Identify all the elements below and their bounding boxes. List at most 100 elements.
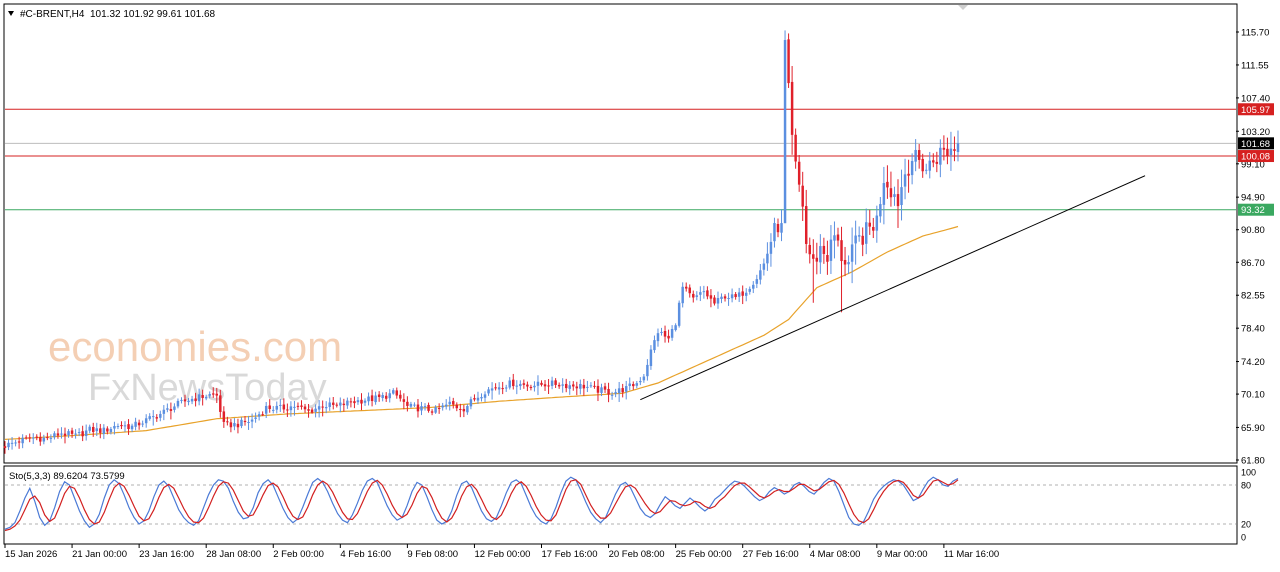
candle [709, 289, 713, 308]
candle [949, 131, 953, 171]
candle [416, 399, 420, 418]
candle [593, 381, 596, 389]
candle-body [395, 390, 399, 396]
candle-body [572, 384, 575, 387]
stoch-series-1 [4, 479, 959, 532]
candle-body [95, 428, 99, 432]
candle-body [642, 376, 646, 381]
candle [28, 433, 31, 443]
candle [10, 437, 14, 450]
candle-body [804, 206, 808, 244]
shift-marker-icon[interactable] [958, 5, 968, 10]
candle-body [607, 388, 610, 395]
symbol-menu-icon[interactable] [8, 11, 14, 16]
candle [854, 220, 857, 265]
candle [564, 378, 568, 393]
candle-body [342, 403, 346, 406]
candle-body [303, 406, 307, 410]
candle [46, 432, 49, 441]
candle-body [102, 427, 106, 435]
candle-body [430, 411, 434, 413]
candle [766, 242, 769, 271]
candle [233, 418, 236, 431]
candle-body [646, 364, 649, 377]
candle [487, 386, 490, 396]
candle-body [264, 405, 268, 414]
candle [910, 153, 914, 185]
candle [229, 418, 233, 433]
candle-body [526, 384, 529, 387]
candle [250, 413, 254, 429]
candle-body [575, 386, 579, 389]
candle-body [296, 405, 300, 407]
candle [197, 388, 201, 406]
candle-body [39, 436, 42, 442]
candle [646, 359, 649, 381]
candle-body [215, 393, 219, 396]
candle-body [857, 235, 861, 237]
candle-body [360, 399, 363, 404]
candle [240, 417, 243, 429]
candle-body [279, 404, 282, 406]
candle [903, 158, 907, 200]
candle [187, 397, 190, 406]
candle-body [63, 433, 67, 436]
candle-body [363, 400, 367, 403]
candle-body [755, 279, 759, 284]
price-tick-label: 61.80 [1241, 456, 1265, 467]
candle-body [123, 425, 127, 427]
time-tick-label: 11 Mar 16:00 [944, 549, 999, 560]
candle-body [275, 405, 279, 410]
candle [370, 389, 374, 407]
candle-body [632, 384, 635, 387]
price-tick-label: 103.20 [1241, 127, 1270, 138]
candle [208, 391, 211, 399]
candle-body [261, 414, 264, 416]
candle [212, 387, 215, 398]
candle [254, 412, 257, 423]
candle [723, 294, 727, 302]
candle [526, 381, 529, 392]
candle [63, 427, 67, 444]
candle [864, 208, 868, 255]
candle-body [459, 408, 462, 410]
candle [321, 400, 324, 417]
candle [882, 166, 886, 225]
candle [875, 205, 879, 243]
candle-body [864, 222, 868, 244]
candle-body [748, 288, 751, 292]
level-tag-105.97-bg [1238, 103, 1274, 116]
candle-body [159, 413, 162, 418]
candle [737, 287, 741, 303]
candle-body [769, 241, 773, 254]
candle-body [699, 292, 702, 295]
candle-body [670, 328, 674, 338]
stochastic-title: Sto(5,3,3) 89.6204 73.5799 [9, 471, 125, 482]
candle [579, 379, 582, 395]
price-tick-label: 82.55 [1241, 291, 1265, 302]
candle [512, 373, 515, 390]
candle [437, 403, 441, 414]
candle-body [190, 398, 194, 402]
symbol-label[interactable]: #C-BRENT,H4 [20, 9, 85, 20]
candle-body [833, 235, 836, 241]
candle [900, 169, 903, 221]
candle-body [229, 422, 233, 428]
candle-body [896, 194, 900, 207]
candle-body [610, 394, 614, 396]
candle [243, 415, 247, 426]
candle [120, 421, 123, 430]
candle-body [328, 402, 331, 407]
axis-layer: 115.70 111.55 107.40 103.20 99.10 94.90 90.80 8… [4, 28, 1274, 560]
candle-body [723, 296, 727, 299]
candle [790, 66, 794, 155]
candle-body [222, 411, 226, 422]
candle [293, 400, 296, 416]
candle-body [819, 246, 822, 263]
candle [219, 389, 222, 418]
candle-body [663, 330, 667, 337]
candle [342, 398, 346, 412]
candle [353, 396, 356, 409]
